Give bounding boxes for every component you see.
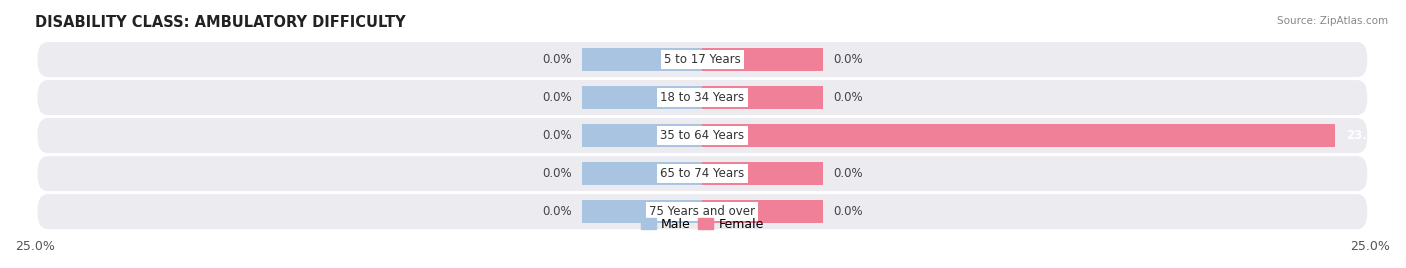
Text: 0.0%: 0.0% [834,91,863,104]
Text: 18 to 34 Years: 18 to 34 Years [661,91,744,104]
Bar [703,162,823,185]
Text: 0.0%: 0.0% [541,53,572,66]
Text: 0.0%: 0.0% [834,53,863,66]
Bar [703,48,823,71]
Text: 5 to 17 Years: 5 to 17 Years [664,53,741,66]
Text: 0.0%: 0.0% [541,167,572,180]
Bar [582,48,703,71]
Bar [703,200,823,224]
Text: 0.0%: 0.0% [834,205,863,218]
FancyBboxPatch shape [38,118,1367,153]
Text: 23.7%: 23.7% [1346,129,1386,142]
Bar [703,124,1336,147]
Text: 35 to 64 Years: 35 to 64 Years [661,129,744,142]
Bar [582,124,703,147]
Text: 65 to 74 Years: 65 to 74 Years [661,167,745,180]
FancyBboxPatch shape [38,80,1367,115]
FancyBboxPatch shape [38,156,1367,191]
Text: 0.0%: 0.0% [541,205,572,218]
Text: 0.0%: 0.0% [541,129,572,142]
Bar [582,162,703,185]
Bar [703,124,1336,147]
Text: 0.0%: 0.0% [541,91,572,104]
Text: Source: ZipAtlas.com: Source: ZipAtlas.com [1277,16,1388,26]
FancyBboxPatch shape [38,194,1367,229]
Bar [703,86,823,109]
FancyBboxPatch shape [38,42,1367,77]
Text: 0.0%: 0.0% [834,167,863,180]
Bar [582,86,703,109]
Text: DISABILITY CLASS: AMBULATORY DIFFICULTY: DISABILITY CLASS: AMBULATORY DIFFICULTY [35,15,405,30]
Legend: Male, Female: Male, Female [636,213,769,236]
Text: 75 Years and over: 75 Years and over [650,205,755,218]
Bar [582,200,703,224]
